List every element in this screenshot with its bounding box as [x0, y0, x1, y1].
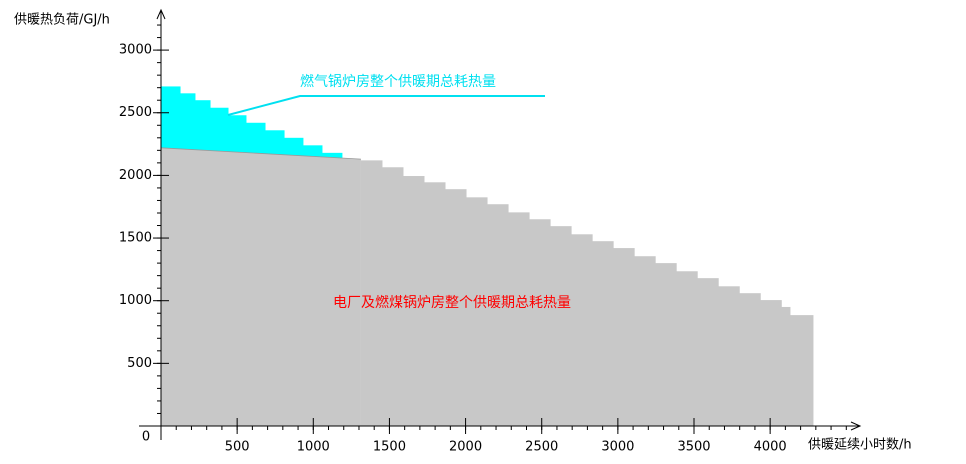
x-tick-label: 3000	[601, 440, 634, 455]
step-bar	[508, 212, 530, 426]
step-bar	[381, 167, 404, 427]
y-axis-arrow	[156, 8, 166, 20]
step-bar	[360, 160, 383, 426]
y-axis-title: 供暖热负荷/GJ/h	[14, 13, 110, 28]
y-tick-label: 500	[127, 356, 152, 371]
step-bar	[697, 278, 719, 426]
x-tick-label: 1500	[373, 440, 406, 455]
x-tick-label: 3500	[677, 440, 710, 455]
annotation: 电厂及燃煤锅炉房整个供暖期总耗热量	[333, 294, 571, 311]
plot-area	[160, 86, 814, 427]
y-tick-label: 1500	[119, 231, 152, 246]
y-tick-label: 2500	[119, 105, 152, 120]
step-bar	[592, 241, 614, 426]
step-bar	[789, 315, 814, 426]
step-bar	[402, 176, 425, 426]
x-axis-title: 供暖延续小时数/h	[808, 438, 912, 453]
area	[161, 147, 361, 426]
origin-label: 0	[142, 430, 150, 445]
y-tick-label: 2000	[119, 168, 152, 183]
annotation-leader	[227, 95, 545, 116]
y-tick-label: 3000	[119, 43, 152, 58]
step-bar	[718, 286, 740, 426]
step-bar	[424, 182, 446, 426]
boundary-line	[160, 147, 361, 160]
step-bar	[634, 256, 656, 426]
step-bar	[571, 234, 593, 426]
step-bar	[655, 263, 677, 426]
x-axis-arrow	[850, 421, 862, 431]
axes: 0 500 1000 1500 2000 2500 3000 3500 4000 500 1000 1…	[119, 8, 862, 455]
x-tick-label: 500	[225, 440, 250, 455]
x-tick-label: 1000	[297, 440, 330, 455]
step-bar	[550, 226, 572, 426]
step-bar	[487, 204, 509, 426]
x-tick-label: 2000	[449, 440, 482, 455]
step-bar	[613, 248, 635, 426]
step-bar	[676, 271, 698, 426]
step-bar	[445, 189, 467, 426]
annotation: 燃气锅炉房整个供暖期总耗热量	[300, 73, 496, 90]
x-tick-label: 2500	[525, 440, 558, 455]
step-bar	[760, 300, 782, 426]
step-bar	[466, 197, 488, 426]
x-tick-label: 4000	[754, 440, 787, 455]
y-tick-label: 1000	[119, 293, 152, 308]
step-bar	[739, 293, 761, 426]
step-bar	[529, 219, 551, 426]
step-bar	[781, 306, 791, 426]
